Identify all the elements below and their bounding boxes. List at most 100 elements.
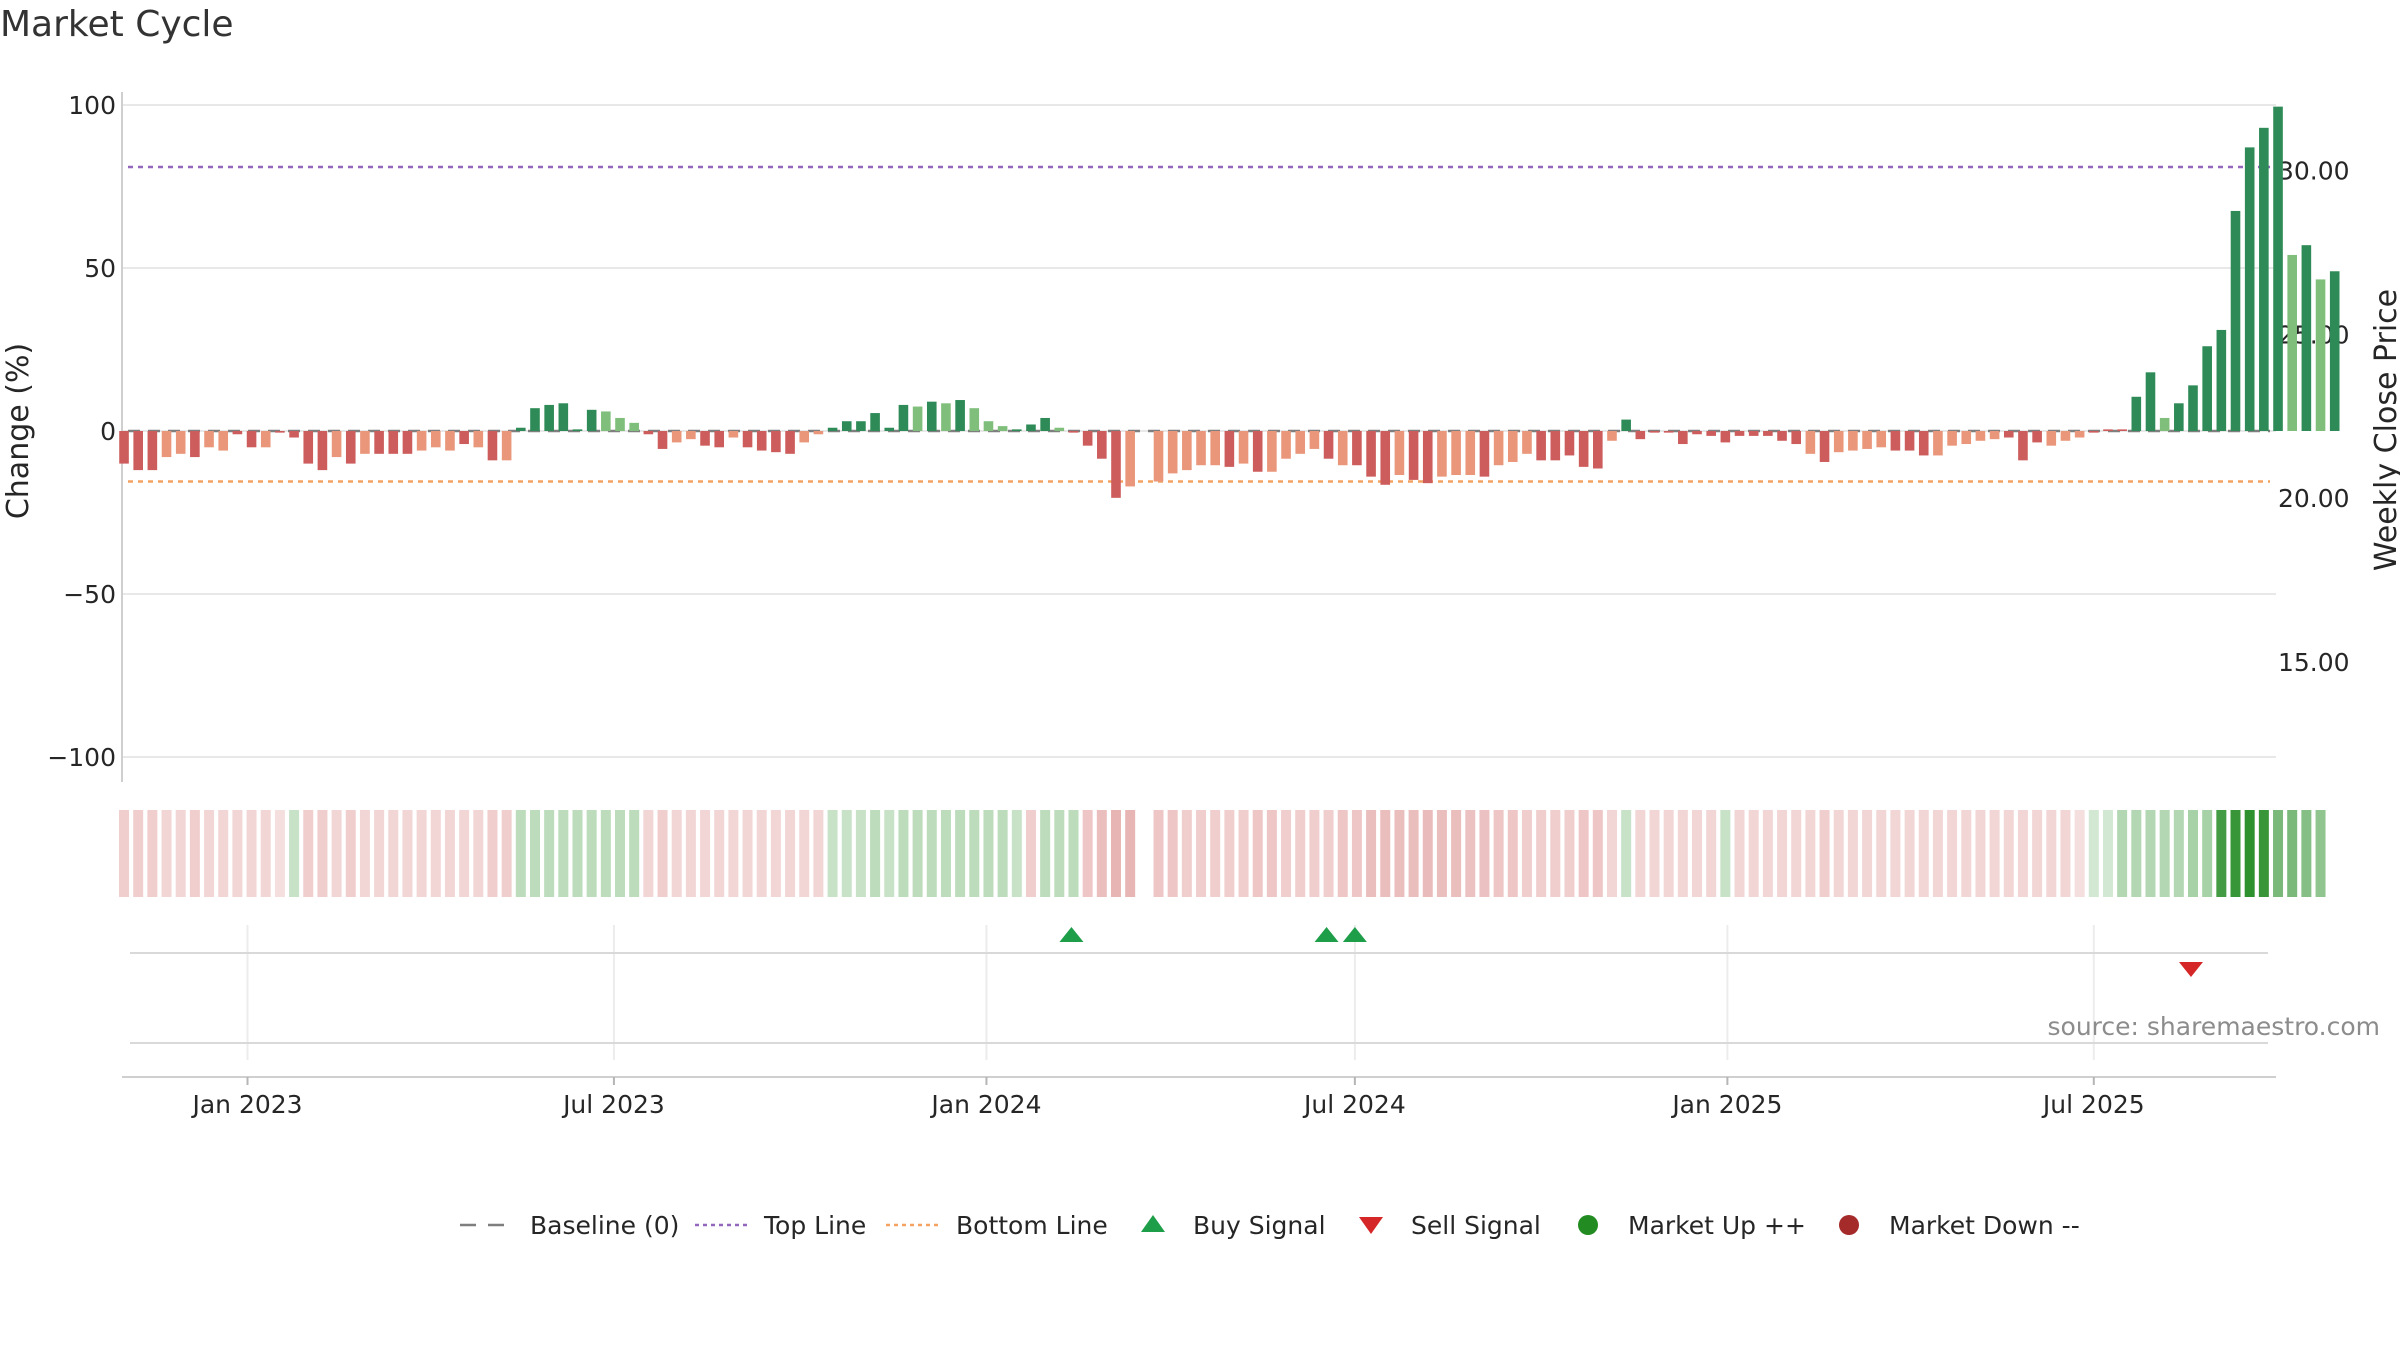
- bar: [402, 431, 413, 454]
- y-tick-label: −100: [47, 743, 116, 772]
- heat-cell: [1663, 810, 1674, 897]
- heat-cell: [671, 810, 682, 897]
- bar: [1805, 431, 1816, 454]
- heat-cell: [785, 810, 796, 897]
- chart-title: Market Cycle: [0, 4, 234, 45]
- bar: [586, 409, 597, 431]
- legend-label: Top Line: [763, 1211, 866, 1240]
- heat-cell: [2315, 810, 2326, 897]
- bar: [1026, 424, 1036, 431]
- heat-cell: [1011, 810, 1022, 897]
- heat-cell: [1918, 810, 1929, 897]
- heat-cell: [1564, 810, 1575, 897]
- y-tick-label: 50: [84, 254, 116, 283]
- bar: [1961, 431, 1972, 445]
- bar: [2159, 417, 2170, 431]
- heat-cell: [374, 810, 385, 897]
- heat-cell: [1196, 810, 1207, 897]
- bar: [756, 431, 767, 451]
- y-right-tick-label: 15.00: [2278, 648, 2350, 677]
- heat-cell: [2258, 810, 2269, 897]
- bar: [2089, 431, 2099, 433]
- bar: [1111, 431, 1121, 498]
- heat-cell: [1621, 810, 1632, 897]
- bar: [2244, 147, 2255, 431]
- bar: [1777, 431, 1787, 441]
- heat-cell: [2060, 810, 2071, 897]
- heat-cell: [1493, 810, 1504, 897]
- sell-signal-marker: [2178, 962, 2203, 977]
- bar: [516, 427, 526, 431]
- bar: [714, 431, 725, 448]
- heat-cell: [799, 810, 810, 897]
- bar: [2188, 385, 2198, 431]
- bar: [2074, 431, 2085, 438]
- x-tick-label: Jan 2023: [190, 1090, 302, 1119]
- heat-cell: [586, 810, 597, 897]
- heat-cell: [1932, 810, 1943, 897]
- heat-cell: [1734, 810, 1745, 897]
- heat-cell: [218, 810, 229, 897]
- bar: [487, 431, 498, 461]
- bar: [1876, 431, 1887, 448]
- bar: [374, 431, 384, 454]
- x-tick-label: Jul 2025: [2041, 1090, 2145, 1119]
- bar: [2060, 431, 2071, 441]
- heat-cell: [657, 810, 668, 897]
- heat-cell: [1436, 810, 1447, 897]
- heat-cell: [2145, 810, 2156, 897]
- heat-cell: [1422, 810, 1433, 897]
- heat-cell: [2273, 810, 2284, 897]
- bar: [1734, 431, 1745, 436]
- heat-cell: [926, 810, 937, 897]
- bar: [1564, 431, 1575, 456]
- bar: [119, 431, 129, 464]
- heat-cell: [1210, 810, 1221, 897]
- heat-cell: [855, 810, 866, 897]
- heat-cell: [615, 810, 626, 897]
- heat-cell: [2046, 810, 2057, 897]
- bar: [1182, 431, 1192, 471]
- bar: [1522, 431, 1532, 454]
- bar: [1068, 431, 1079, 433]
- heat-cell: [1961, 810, 1972, 897]
- heat-cell: [2216, 810, 2227, 897]
- bar: [1422, 431, 1433, 484]
- heat-cell: [133, 810, 144, 897]
- heat-cell: [983, 810, 994, 897]
- bar: [1451, 431, 1461, 476]
- bar: [615, 417, 625, 431]
- legend-label: Market Up ++: [1628, 1211, 1806, 1240]
- heat-cell: [359, 810, 370, 897]
- heat-cell: [1507, 810, 1518, 897]
- heat-cell: [1224, 810, 1235, 897]
- bars-layer: [119, 106, 2340, 498]
- bar: [1437, 431, 1447, 477]
- heat-cell: [529, 810, 540, 897]
- bar: [2174, 403, 2184, 431]
- bar: [941, 403, 951, 431]
- heat-cell: [2003, 810, 2014, 897]
- heat-cell: [1054, 810, 1065, 897]
- heat-cell: [1536, 810, 1547, 897]
- heat-cell: [515, 810, 526, 897]
- heat-cell: [1167, 810, 1178, 897]
- heat-cell: [1578, 810, 1589, 897]
- heat-cell: [246, 810, 257, 897]
- bar: [1012, 429, 1022, 431]
- heat-cell: [119, 810, 130, 897]
- heat-cell: [2074, 810, 2085, 897]
- heat-cell: [2202, 810, 2213, 897]
- bar: [785, 431, 795, 454]
- y-tick-label: 100: [68, 91, 116, 120]
- bar: [912, 406, 923, 431]
- bar: [969, 408, 980, 431]
- bar: [1918, 431, 1929, 456]
- bar: [232, 431, 243, 435]
- bar: [1833, 431, 1844, 453]
- bar: [1167, 431, 1178, 474]
- bar: [558, 403, 569, 431]
- bar: [1621, 419, 1631, 431]
- heat-cell: [2287, 810, 2298, 897]
- bar: [2315, 279, 2326, 431]
